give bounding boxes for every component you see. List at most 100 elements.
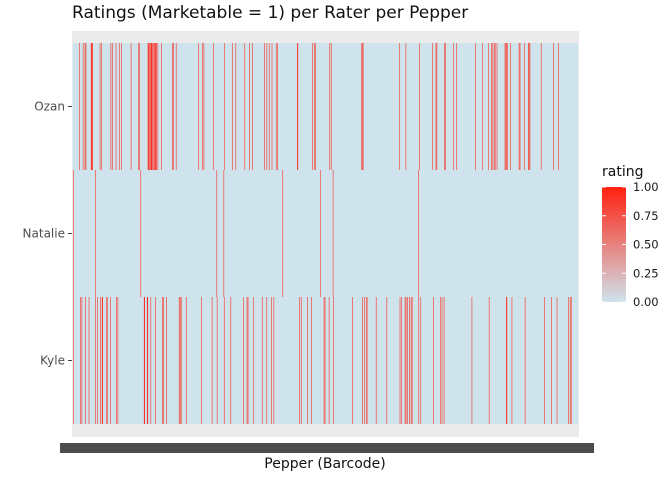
heatmap-cell [232, 43, 233, 170]
heatmap-cell [364, 297, 365, 424]
heatmap-cell [277, 43, 278, 170]
heatmap-cell [110, 43, 112, 170]
heatmap-cell [157, 43, 159, 170]
heatmap-cell [106, 297, 108, 424]
x-axis-label: Pepper (Barcode) [264, 456, 386, 472]
heatmap-cell [198, 43, 200, 170]
heatmap-cell [544, 297, 545, 424]
heatmap-cell [328, 297, 330, 424]
heatmap-cell [109, 297, 111, 424]
heatmap-cell [150, 43, 152, 170]
heatmap-cell [91, 43, 93, 170]
heatmap-cell [216, 170, 218, 297]
heatmap-cell [148, 43, 150, 170]
heatmap-cell [266, 297, 268, 424]
heatmap-cell [482, 43, 483, 170]
heatmap-row-base [73, 43, 578, 170]
heatmap-cell [362, 43, 364, 170]
heatmap-cell [91, 43, 92, 170]
heatmap-cell [505, 43, 507, 170]
heatmap-cell [235, 43, 237, 170]
heatmap-cell [361, 43, 363, 170]
heatmap-cell [275, 43, 277, 170]
heatmap-cell [223, 170, 225, 297]
heatmap-cell [488, 297, 490, 424]
heatmap-cell [518, 43, 520, 170]
heatmap-cell [271, 43, 273, 170]
heatmap-cell [161, 43, 162, 170]
heatmap-cell [101, 297, 103, 424]
heatmap-cell [510, 43, 511, 170]
heatmap-cell [175, 43, 177, 170]
heatmap-cell [307, 297, 308, 424]
heatmap-cell [524, 297, 526, 424]
heatmap-cell [230, 297, 232, 424]
heatmap-cell [149, 43, 151, 170]
heatmap-cell [97, 297, 98, 424]
heatmap-cell [173, 43, 174, 170]
heatmap-cell [264, 43, 265, 170]
heatmap-cell [130, 43, 132, 170]
heatmap-cell [202, 43, 203, 170]
heatmap-cell [300, 297, 302, 424]
heatmap-cell [261, 297, 263, 424]
heatmap-cell [418, 297, 420, 424]
heatmap-cell [324, 297, 326, 424]
heatmap-cell [405, 297, 407, 424]
heatmap-cell [405, 43, 407, 170]
x-axis-ticks [60, 443, 594, 453]
heatmap-cell [146, 297, 148, 424]
heatmap-cell [90, 43, 92, 170]
heatmap-cell [401, 297, 402, 424]
heatmap-cell [529, 43, 531, 170]
heatmap-cell [179, 297, 181, 424]
heatmap-cell [330, 43, 332, 170]
heatmap-cell [297, 43, 298, 170]
heatmap-cell [312, 43, 313, 170]
heatmap-cell [203, 43, 205, 170]
heatmap-cell [246, 297, 248, 424]
heatmap-cell [180, 297, 182, 424]
heatmap-cell [152, 43, 153, 170]
heatmap-cell [92, 43, 93, 170]
heatmap-cell [441, 297, 443, 424]
heatmap-cell [420, 297, 422, 424]
heatmap-cell [147, 297, 149, 424]
heatmap-cell [117, 297, 119, 424]
legend-tick-label: 0.50 [633, 238, 659, 252]
heatmap-cell [251, 43, 253, 170]
heatmap-cell [178, 297, 180, 424]
heatmap-cell [329, 43, 331, 170]
legend-tick-label: 0.75 [633, 209, 659, 223]
heatmap-row-base [73, 170, 578, 297]
heatmap-cell [163, 297, 164, 424]
heatmap-cell [556, 297, 558, 424]
chart-title: Ratings (Marketable = 1) per Rater per P… [72, 3, 469, 23]
heatmap-cell [201, 297, 202, 424]
heatmap-cell [494, 43, 496, 170]
heatmap-cell [507, 43, 508, 170]
heatmap-cell [155, 43, 157, 170]
heatmap-cell [399, 43, 400, 170]
heatmap-cell [492, 43, 494, 170]
y-axis: Ozan Natalie Kyle [23, 100, 72, 368]
heatmap-cell [488, 43, 489, 170]
legend-tick-label: 0.25 [633, 266, 659, 280]
heatmap-cell [506, 297, 508, 424]
heatmap-cell [95, 170, 96, 297]
heatmap-cell [111, 43, 113, 170]
heatmap-cell [551, 297, 552, 424]
heatmap-cell [154, 43, 155, 170]
heatmap-cell [266, 43, 268, 170]
heatmap-cell [80, 297, 81, 424]
heatmap-cell [506, 43, 507, 170]
heatmap-cell [81, 297, 83, 424]
heatmap-cell [115, 43, 117, 170]
heatmap-cell [311, 297, 312, 424]
heatmap-cell [212, 43, 214, 170]
heatmap-cell [352, 297, 353, 424]
color-legend: 1.00 0.75 0.50 0.25 0.00 [602, 180, 659, 309]
heatmap-cell [99, 43, 101, 170]
heatmap-cell [100, 297, 101, 424]
